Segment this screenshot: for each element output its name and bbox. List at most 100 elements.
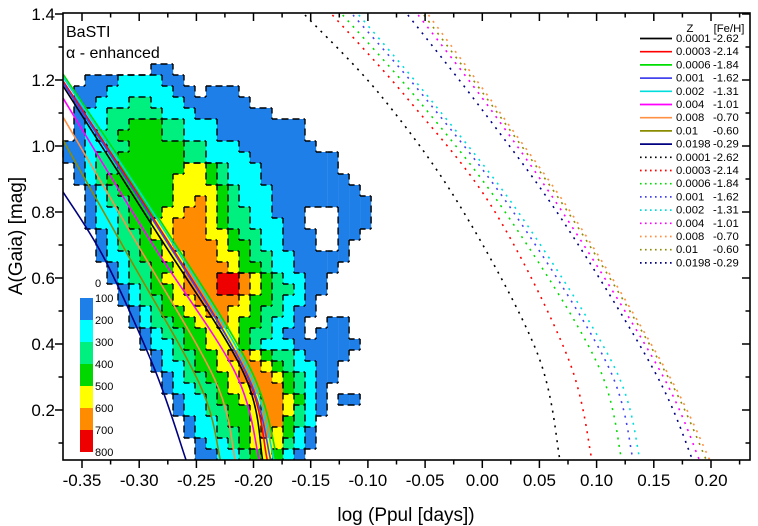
heatmap-cell [118,130,130,142]
heatmap-cell [206,449,218,461]
heatmap-cell [140,130,152,142]
heatmap-cell [250,185,262,197]
heatmap-cell [173,75,185,87]
legend-z-value: 0.0198 [676,139,711,151]
heatmap-cell [283,185,295,197]
heatmap-cell [184,218,196,230]
heatmap-cell [272,361,284,373]
heatmap-cell [129,284,141,296]
heatmap-cell [140,262,152,274]
heatmap-cell [129,251,141,263]
legend-z-value: 0.002 [676,205,704,217]
heatmap-cell [85,108,97,120]
heatmap-cell [316,383,328,395]
heatmap-cell [228,119,240,131]
colorbar-label: 600 [95,403,113,415]
heatmap-cell [96,108,108,120]
y-tick-label: 0.2 [31,401,55,420]
heatmap-cell [173,306,185,318]
heatmap-cell [195,449,207,461]
heatmap-cell [107,75,119,87]
heatmap-cell [173,295,185,307]
heatmap-cell [184,108,196,120]
heatmap-cell [250,218,262,230]
heatmap-cell [283,273,295,285]
heatmap-cell [272,196,284,208]
heatmap-cell [118,75,130,87]
heatmap-cell [206,361,218,373]
heatmap-cell [107,97,119,109]
heatmap-cell [239,218,251,230]
heatmap-cell [283,174,295,186]
heatmap-cell [129,141,141,153]
heatmap-cell [184,152,196,164]
heatmap-cell [162,339,174,351]
heatmap-cell [195,339,207,351]
heatmap-cell [261,306,273,318]
heatmap-cell [327,317,339,329]
heatmap-cell [195,394,207,406]
model-curve-dotted-z0.001 [352,14,634,460]
heatmap-cell [338,196,350,208]
heatmap-cell [283,207,295,219]
plot-subtitle: α - enhanced [66,45,160,62]
heatmap-cell [206,262,218,274]
heatmap-cell [129,163,141,175]
heatmap-cell [206,86,218,98]
heatmap-cell [272,130,284,142]
heatmap-cell [349,207,361,219]
heatmap-cell [239,174,251,186]
heatmap-cell [283,141,295,153]
heatmap-cell [261,163,273,175]
heatmap-cell [316,372,328,384]
heatmap-cell [96,240,108,252]
legend-feh-value: -0.60 [713,125,739,137]
heatmap-cell [184,306,196,318]
heatmap-cell [85,86,97,98]
heatmap-cell [140,207,152,219]
heatmap-cell [195,196,207,208]
heatmap-cell [96,97,108,109]
heatmap-cell [129,86,141,98]
y-tick-label: 0.8 [31,203,55,222]
heatmap-cell [74,130,86,142]
heatmap-cell [338,174,350,186]
legend-feh-value: -0.70 [713,112,739,124]
legend-z-value: 0.01 [676,125,698,137]
heatmap-cell [283,130,295,142]
heatmap-cell [129,119,141,131]
heatmap-cell [217,361,229,373]
heatmap-cell [228,306,240,318]
heatmap-cell [250,295,262,307]
model-curve-solid [63,73,279,460]
heatmap-cell [206,97,218,109]
heatmap-cell [261,141,273,153]
heatmap-cell [338,339,350,351]
heatmap-cell [151,306,163,318]
colorbar-label: 500 [95,381,113,393]
heatmap-cell [283,240,295,252]
heatmap-cell [250,328,262,340]
heatmap-cell [173,119,185,131]
heatmap-cell [228,383,240,395]
heatmap-cell [228,295,240,307]
heatmap-cell [349,218,361,230]
heatmap-cell [96,185,108,197]
heatmap-cell [239,97,251,109]
heatmap-cell [272,141,284,153]
heatmap-cell [162,119,174,131]
heatmap-cell [250,207,262,219]
heatmap-cell [140,339,152,351]
contour-level-500 [150,162,295,460]
heatmap-cell [305,251,317,263]
colorbar-segment [80,364,93,386]
heatmap-cell [272,383,284,395]
heatmap-cell [195,372,207,384]
heatmap-cell [250,141,262,153]
heatmap-cell [162,273,174,285]
heatmap-cell [151,86,163,98]
heatmap-cell [228,97,240,109]
heatmap-cell [228,240,240,252]
x-tick-label: -0.15 [291,471,330,490]
heatmap-cell [206,394,218,406]
